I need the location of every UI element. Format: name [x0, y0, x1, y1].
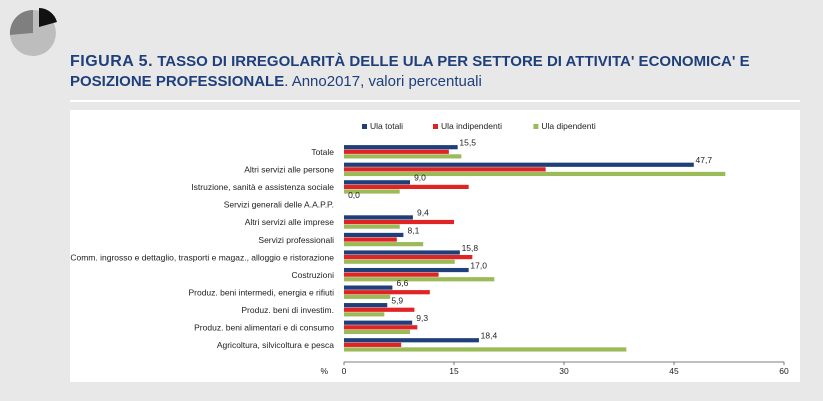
category-label-4: Altri servizi alle imprese: [245, 217, 335, 227]
bar-0-6: [344, 250, 460, 255]
category-label-9: Produz. beni di investim.: [241, 305, 334, 315]
bar-0-8: [344, 285, 393, 290]
category-label-0: Totale: [311, 147, 334, 157]
data-label-0: 15,5: [459, 138, 476, 148]
x-tick-label-2: 30: [559, 366, 569, 376]
category-label-3: Servizi generali delle A.A.P.P.: [224, 200, 334, 210]
bar-1-0: [344, 149, 449, 154]
data-label-4: 9,4: [417, 208, 429, 218]
category-label-5: Servizi professionali: [258, 235, 334, 245]
bar-2-7: [344, 277, 495, 282]
figure-label: FIGURA 5.: [70, 53, 154, 70]
data-label-2: 9,0: [414, 173, 426, 183]
bar-2-0: [344, 154, 462, 159]
data-label-3: 0,0: [348, 190, 360, 200]
bar-1-11: [344, 342, 402, 347]
legend-label-2: Ula dipendenti: [541, 121, 595, 131]
category-label-1: Altri servizi alle persone: [244, 165, 334, 175]
legend-swatch-0: [362, 124, 367, 129]
bar-1-4: [344, 219, 454, 225]
pie-logo-icon: [9, 8, 57, 56]
bar-1-8: [344, 290, 430, 295]
bar-2-2: [344, 189, 400, 194]
bar-2-4: [344, 224, 400, 229]
category-label-11: Agricoltura, silvicoltura e pesca: [217, 340, 334, 350]
bar-chart: Ula totali Ula indipendenti Ula dipendenti…: [70, 121, 789, 376]
bar-0-11: [344, 338, 479, 343]
x-tick-label-3: 45: [669, 366, 679, 376]
bar-2-9: [344, 312, 385, 317]
x-tick-label-4: 60: [779, 366, 789, 376]
category-label-2: Istruzione, sanità e assistenza sociale: [191, 182, 334, 192]
title-divider: [70, 100, 800, 102]
bar-2-5: [344, 242, 424, 247]
data-label-11: 18,4: [481, 331, 498, 341]
legend-swatch-2: [533, 124, 539, 129]
bar-0-7: [344, 267, 469, 273]
bar-0-4: [344, 215, 413, 220]
bar-0-1: [344, 162, 694, 167]
x-tick-label-0: 0: [342, 366, 347, 376]
legend-swatch-1: [433, 124, 438, 129]
bar-2-6: [344, 259, 455, 264]
bar-0-0: [344, 145, 458, 150]
bar-1-6: [344, 255, 473, 260]
bar-2-10: [344, 329, 410, 334]
data-label-5: 8,1: [407, 225, 419, 235]
data-label-9: 5,9: [391, 295, 403, 305]
category-label-6: Comm. ingrosso e dettaglio, trasporti e …: [70, 252, 334, 262]
bar-1-9: [344, 307, 415, 312]
axis-unit-label: %: [320, 366, 328, 376]
figure-title: FIGURA 5. TASSO DI IRREGOLARITÀ DELLE UL…: [70, 52, 810, 92]
category-label-8: Produz. beni intermedi, energia e rifiut…: [188, 287, 334, 297]
data-label-6: 15,8: [462, 243, 479, 253]
figure-subtitle: . Anno2017, valori percentuali: [284, 73, 482, 90]
data-label-7: 17,0: [470, 260, 487, 270]
data-label-1: 47,7: [696, 155, 713, 165]
bar-1-1: [344, 167, 546, 172]
bar-1-10: [344, 325, 418, 330]
chart-panel: Ula totali Ula indipendenti Ula dipendenti…: [70, 110, 800, 382]
bar-2-1: [344, 171, 726, 177]
bar-1-2: [344, 184, 469, 189]
bar-0-9: [344, 303, 388, 308]
bar-0-10: [344, 320, 413, 325]
category-label-7: Costruzioni: [291, 270, 334, 280]
bar-1-5: [344, 237, 397, 242]
bar-1-7: [344, 272, 439, 277]
data-label-10: 9,3: [416, 313, 428, 323]
category-label-10: Produz. beni alimentari e di consumo: [194, 323, 334, 333]
legend-label-1: Ula indipendenti: [441, 121, 502, 131]
legend-label-0: Ula totali: [370, 121, 403, 131]
figure-title-text: TASSO DI IRREGOLARITÀ DELLE ULA PER SETT…: [70, 53, 750, 90]
data-label-8: 6,6: [396, 278, 408, 288]
bar-0-2: [344, 180, 410, 185]
bar-2-8: [344, 294, 391, 299]
x-tick-label-1: 15: [449, 366, 459, 376]
bar-0-5: [344, 232, 404, 238]
bar-2-11: [344, 347, 627, 352]
